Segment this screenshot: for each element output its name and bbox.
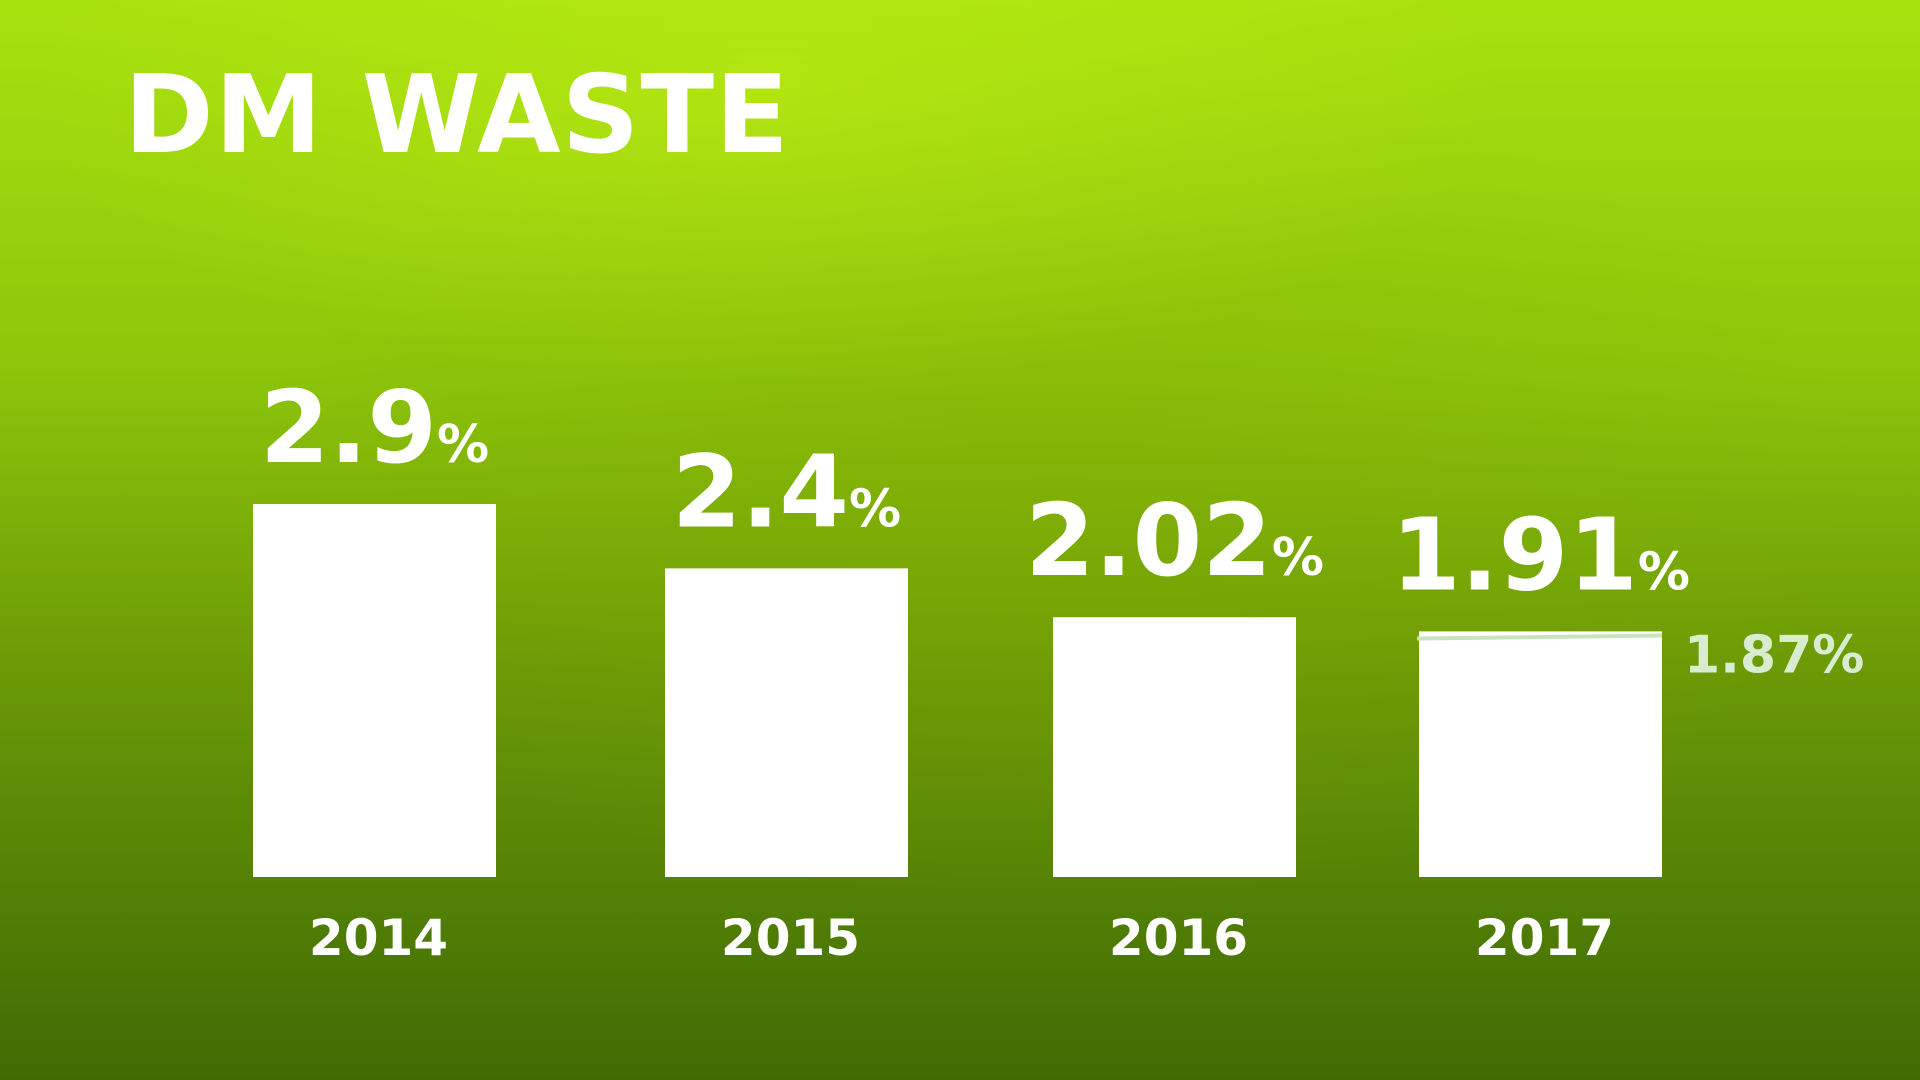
bar-2016	[1053, 617, 1296, 877]
value-unit-2015: %	[849, 479, 901, 539]
year-label-2017: 2017	[1475, 909, 1614, 967]
bar-2014	[253, 504, 496, 877]
value-unit-2014: %	[437, 415, 489, 475]
value-number-2015: 2.4	[672, 433, 849, 550]
bar-2017	[1419, 631, 1662, 877]
value-label-2016: 2.02%	[1025, 482, 1324, 599]
value-number-2017: 1.91	[1391, 496, 1638, 613]
target-line-2017	[1416, 633, 1663, 641]
year-label-2016: 2016	[1109, 909, 1248, 967]
value-number-2016: 2.02	[1025, 482, 1272, 599]
target-label-2017: 1.87%	[1684, 626, 1864, 686]
value-label-2014: 2.9%	[260, 369, 489, 486]
value-unit-2016: %	[1272, 528, 1324, 588]
value-number-2014: 2.9	[260, 369, 437, 486]
chart-title: DM WASTE	[124, 53, 790, 178]
value-label-2015: 2.4%	[672, 433, 901, 550]
bar-2015	[665, 568, 908, 877]
year-label-2015: 2015	[721, 909, 860, 967]
value-unit-2017: %	[1638, 542, 1690, 602]
value-label-2017: 1.91%	[1391, 496, 1690, 613]
year-label-2014: 2014	[309, 909, 448, 967]
